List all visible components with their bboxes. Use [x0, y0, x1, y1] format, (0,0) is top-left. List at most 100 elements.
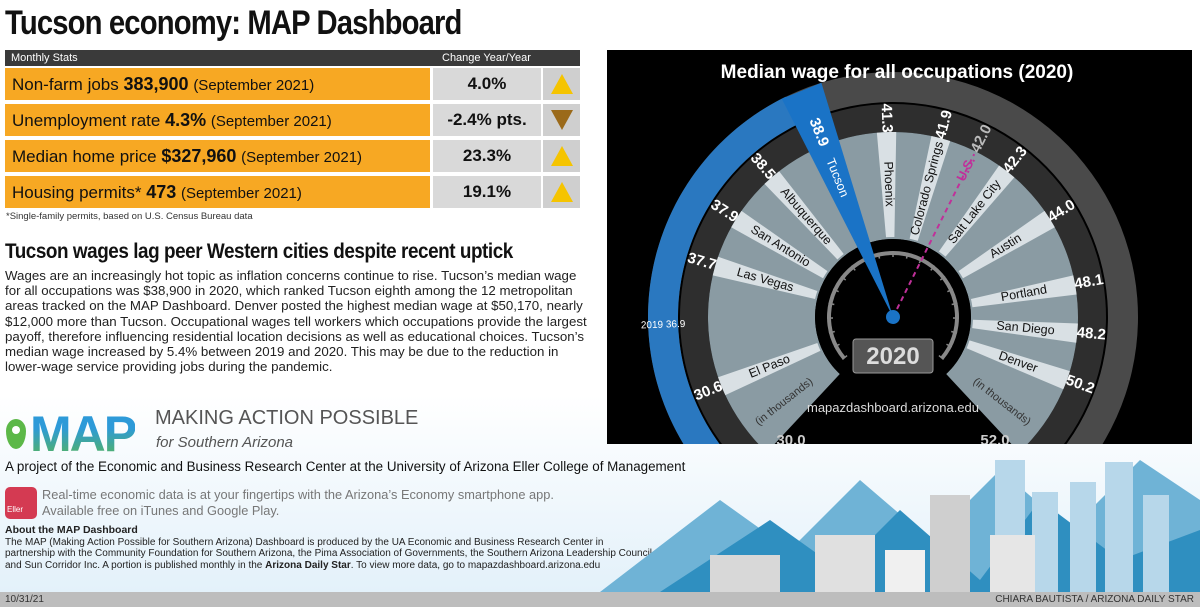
- about-section: About the MAP Dashboard The MAP (Making …: [5, 524, 655, 571]
- about-text: The MAP (Making Action Possible for Sout…: [5, 536, 655, 571]
- building: [1032, 492, 1058, 592]
- stat-name: Housing permits*: [12, 183, 142, 202]
- us-reference-line: [892, 153, 976, 318]
- map-logo: MAP: [6, 405, 137, 463]
- stats-header-change: Change Year/Year: [442, 52, 531, 64]
- map-logo-text: MAP: [30, 406, 137, 462]
- stat-row: Housing permits* 473 (September 2021) 19…: [5, 176, 580, 208]
- prior-year-band: [648, 96, 799, 444]
- range-label: 30.0: [776, 432, 805, 444]
- stats-header-label: Monthly Stats: [11, 52, 78, 64]
- article-body: Wages are an increasingly hot topic as i…: [5, 268, 587, 375]
- app-line-2: Available free on iTunes and Google Play…: [42, 503, 280, 518]
- stat-name: Median home price: [12, 147, 157, 166]
- city-wedge: [764, 171, 844, 260]
- tick-mark: [946, 343, 953, 348]
- needle-hub: [886, 310, 900, 324]
- tick-mark: [840, 275, 847, 281]
- stat-row: Non-farm jobs 383,900 (September 2021) 4…: [5, 68, 580, 100]
- stat-period: (September 2021): [193, 77, 315, 94]
- tick-mark: [939, 275, 946, 281]
- tick-mark: [947, 288, 954, 293]
- arrow-up-icon: [550, 182, 573, 202]
- trend-arrow-box: [543, 68, 580, 100]
- city-wedge: [970, 275, 1077, 308]
- skyline-illustration: [600, 460, 1200, 592]
- stat-label: Housing permits* 473 (September 2021): [5, 176, 430, 208]
- article-headline: Tucson wages lag peer Western cities des…: [5, 240, 513, 263]
- city-label: Phoenix: [881, 161, 897, 207]
- stat-row: Unemployment rate 4.3% (September 2021) …: [5, 104, 580, 136]
- tick-mark: [828, 330, 835, 334]
- building: [1143, 495, 1169, 592]
- stat-label: Non-farm jobs 383,900 (September 2021): [5, 68, 430, 100]
- stat-change: 4.0%: [433, 68, 541, 100]
- tick-mark: [951, 302, 958, 306]
- app-icon[interactable]: Eller: [5, 487, 37, 519]
- footer-credit: CHIARA BAUTISTA / ARIZONA DAILY STAR: [995, 594, 1194, 605]
- tick-mark: [841, 354, 848, 360]
- year-box: [852, 338, 934, 374]
- city-wedge: [966, 340, 1070, 390]
- city-wedge: [718, 343, 821, 396]
- city-value: 41.9: [932, 108, 956, 141]
- about-bold: Arizona Daily Star: [265, 559, 351, 571]
- about-end: . To view more data, go to mapazdashboar…: [350, 559, 601, 571]
- footnote: *Single-family permits, based on U.S. Ce…: [6, 211, 253, 222]
- building: [885, 550, 925, 592]
- tick-mark: [850, 265, 856, 271]
- app-promo: Real-time economic data is at your finge…: [42, 487, 554, 519]
- city-wedge: [958, 210, 1055, 279]
- stat-value: 383,900: [123, 74, 189, 94]
- app-line-1: Real-time economic data is at your finge…: [42, 487, 554, 502]
- building: [710, 555, 780, 592]
- building: [930, 495, 970, 592]
- city-wedge: [972, 319, 1078, 343]
- stat-period: (September 2021): [210, 113, 332, 130]
- stat-value: $327,960: [161, 146, 237, 166]
- building: [990, 535, 1035, 592]
- trend-arrow-box: [543, 104, 580, 136]
- chart-title: Median wage for all occupations (2020): [721, 62, 1074, 83]
- stat-row: Median home price $327,960 (September 20…: [5, 140, 580, 172]
- stats-header: Monthly Stats Change Year/Year: [5, 50, 580, 66]
- stat-value: 473: [146, 182, 177, 202]
- range-label: 52.0: [980, 432, 1009, 444]
- arrow-down-icon: [550, 110, 573, 130]
- trend-arrow-box: [543, 140, 580, 172]
- city-wedge: [731, 210, 828, 279]
- stat-name: Non-farm jobs: [12, 75, 119, 94]
- tick-mark: [833, 343, 840, 348]
- map-pin-icon: [6, 419, 26, 449]
- footer-date: 10/31/21: [5, 594, 44, 605]
- stat-period: (September 2021): [241, 149, 363, 166]
- tick-mark: [877, 252, 881, 259]
- building: [815, 535, 875, 592]
- city-wedge: [712, 256, 818, 300]
- city-wedge: [876, 132, 897, 238]
- value-ring: [680, 103, 1106, 444]
- tick-mark: [951, 330, 958, 334]
- city-label: San Diego: [996, 318, 1055, 337]
- tick-mark: [828, 302, 835, 306]
- stat-label: Unemployment rate 4.3% (September 2021): [5, 104, 430, 136]
- stat-change: 23.3%: [433, 140, 541, 172]
- project-line: A project of the Economic and Business R…: [5, 459, 686, 474]
- city-wedge: [938, 165, 1015, 257]
- city-value: 41.3: [878, 103, 896, 133]
- arrow-up-icon: [550, 146, 573, 166]
- map-subtitle: for Southern Arizona: [156, 434, 294, 451]
- tick-mark: [930, 265, 936, 271]
- tick-mark: [905, 252, 909, 259]
- building: [1105, 462, 1133, 592]
- stat-change: 19.1%: [433, 176, 541, 208]
- city-value: 48.1: [1073, 271, 1105, 293]
- app-icon-text: Eller: [7, 505, 24, 514]
- tick-mark: [938, 354, 945, 360]
- map-name: MAKING ACTION POSSIBLE: [155, 407, 419, 429]
- year-label: 2020: [866, 343, 919, 370]
- tucson-needle: [781, 82, 893, 317]
- trend-arrow-box: [543, 176, 580, 208]
- building: [1070, 482, 1096, 592]
